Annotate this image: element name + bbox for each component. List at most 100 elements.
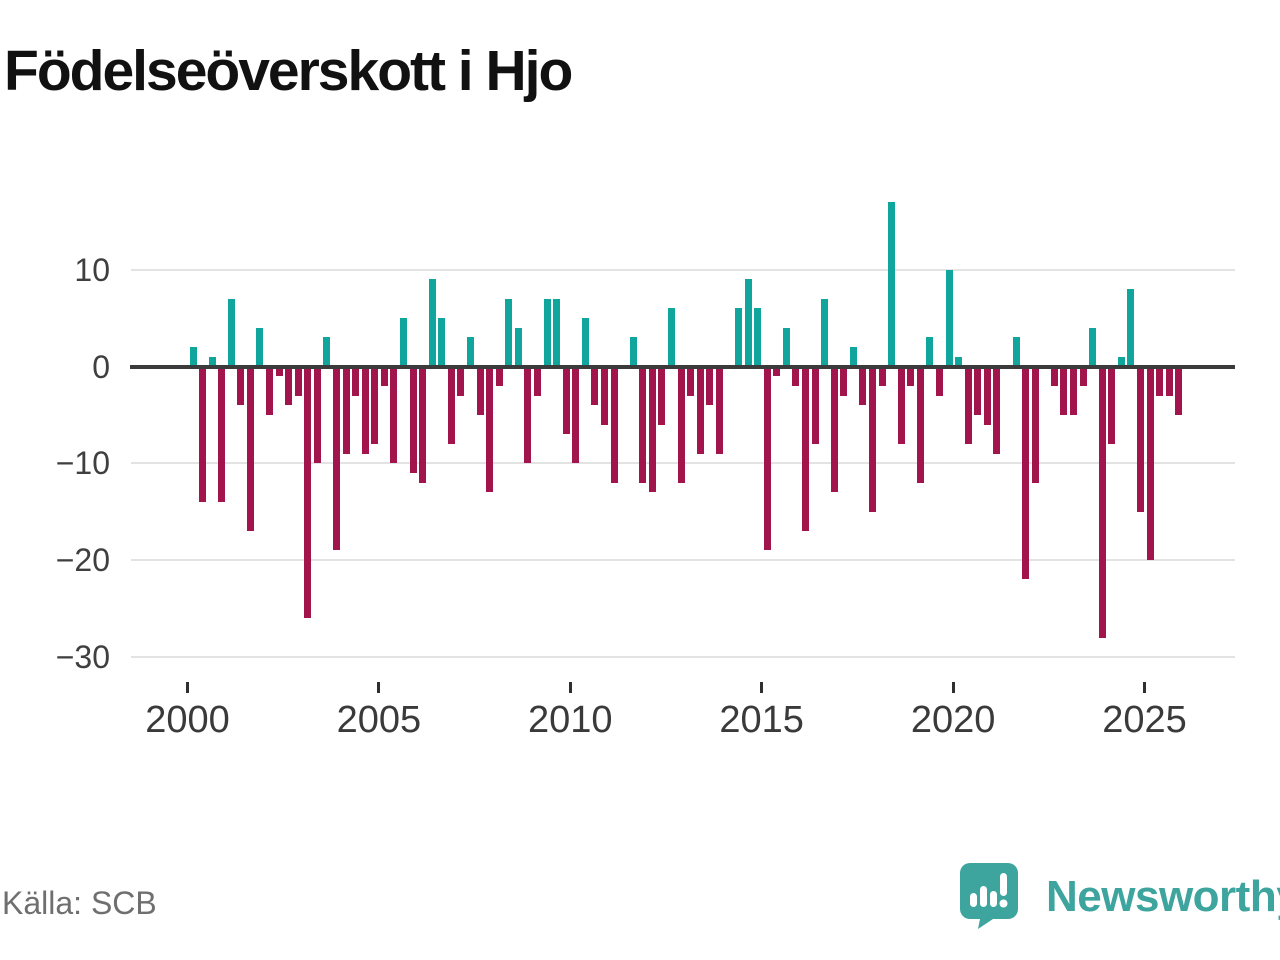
x-axis-label: 2005 [336,699,422,741]
bar [696,366,704,454]
bar [400,318,408,367]
bar [581,318,589,367]
newsworthy-wordmark: Newsworthy [1046,872,1280,921]
x-axis-tick [186,682,189,693]
bar [1117,356,1125,367]
bar [1165,366,1173,396]
bar [457,366,465,396]
x-axis-label: 2000 [145,699,230,741]
bar [380,366,388,386]
bar [534,366,542,396]
bar [945,269,953,367]
bar [601,366,608,425]
bar [629,337,637,367]
x-axis-label: 2015 [719,699,804,741]
gridline [131,268,1235,271]
bar [1146,366,1154,561]
bar [1079,366,1087,386]
bar [935,366,943,396]
bar [486,366,494,493]
bar [199,366,207,503]
bar [639,366,647,483]
bar [285,366,293,406]
bar [505,298,513,367]
bar [955,356,963,367]
bar [1050,366,1058,386]
bar [562,366,570,435]
bar [811,366,819,444]
bar [313,366,321,464]
x-axis-tick [568,682,572,693]
newsworthy-logo-icon [960,863,1018,929]
bar [1127,289,1135,367]
bar [1069,366,1077,415]
gridline [131,559,1235,562]
bar [218,366,226,503]
bar [333,366,341,551]
bar [304,366,312,619]
bar [926,337,934,367]
bar [419,366,427,483]
bar [342,366,350,454]
bar [1022,366,1030,580]
bar [830,366,838,493]
bar [840,366,848,396]
bar [208,356,216,367]
bar [610,366,618,483]
bar [974,366,982,415]
bar [878,366,886,386]
bar [371,366,379,444]
bar [773,366,781,377]
bar [859,366,867,406]
bar [1060,366,1068,415]
bar [514,327,522,367]
bar [744,279,752,367]
bar [294,366,302,396]
bar [227,298,235,367]
bar [553,298,561,367]
bar [189,347,197,367]
bar [888,201,896,367]
bar [1136,366,1144,512]
chart-title: Födelseöverskott i Hjo [4,39,573,103]
bar [993,366,1001,454]
bar [390,366,398,464]
bar [438,318,446,367]
x-axis-tick [951,682,955,693]
bar [687,366,695,396]
bar [524,366,532,464]
bar [543,298,551,367]
bar [572,366,580,464]
bar [256,327,264,367]
bar [495,366,503,386]
y-axis-label: −10 [55,445,110,482]
bar [916,366,924,483]
bar [246,366,254,532]
bar [428,279,436,367]
bar [668,308,675,367]
bar [868,366,876,512]
bar [792,366,800,386]
x-axis-label: 2010 [528,699,613,741]
bar [361,366,369,454]
bar [706,366,714,406]
bar [734,308,742,367]
bar [983,366,991,425]
y-axis-label: −30 [55,638,110,675]
bar [409,366,417,473]
y-axis-label: 10 [74,251,110,288]
bar [476,366,484,415]
bar [782,327,790,367]
bar [1089,327,1097,367]
bar [352,366,360,396]
bar [849,347,857,367]
bar [677,366,685,483]
bar [658,366,666,425]
source-note: Källa: SCB [2,885,157,921]
bar [907,366,915,386]
bar [897,366,905,444]
bar [237,366,245,406]
x-axis-tick [1143,682,1146,693]
bar [467,337,475,367]
